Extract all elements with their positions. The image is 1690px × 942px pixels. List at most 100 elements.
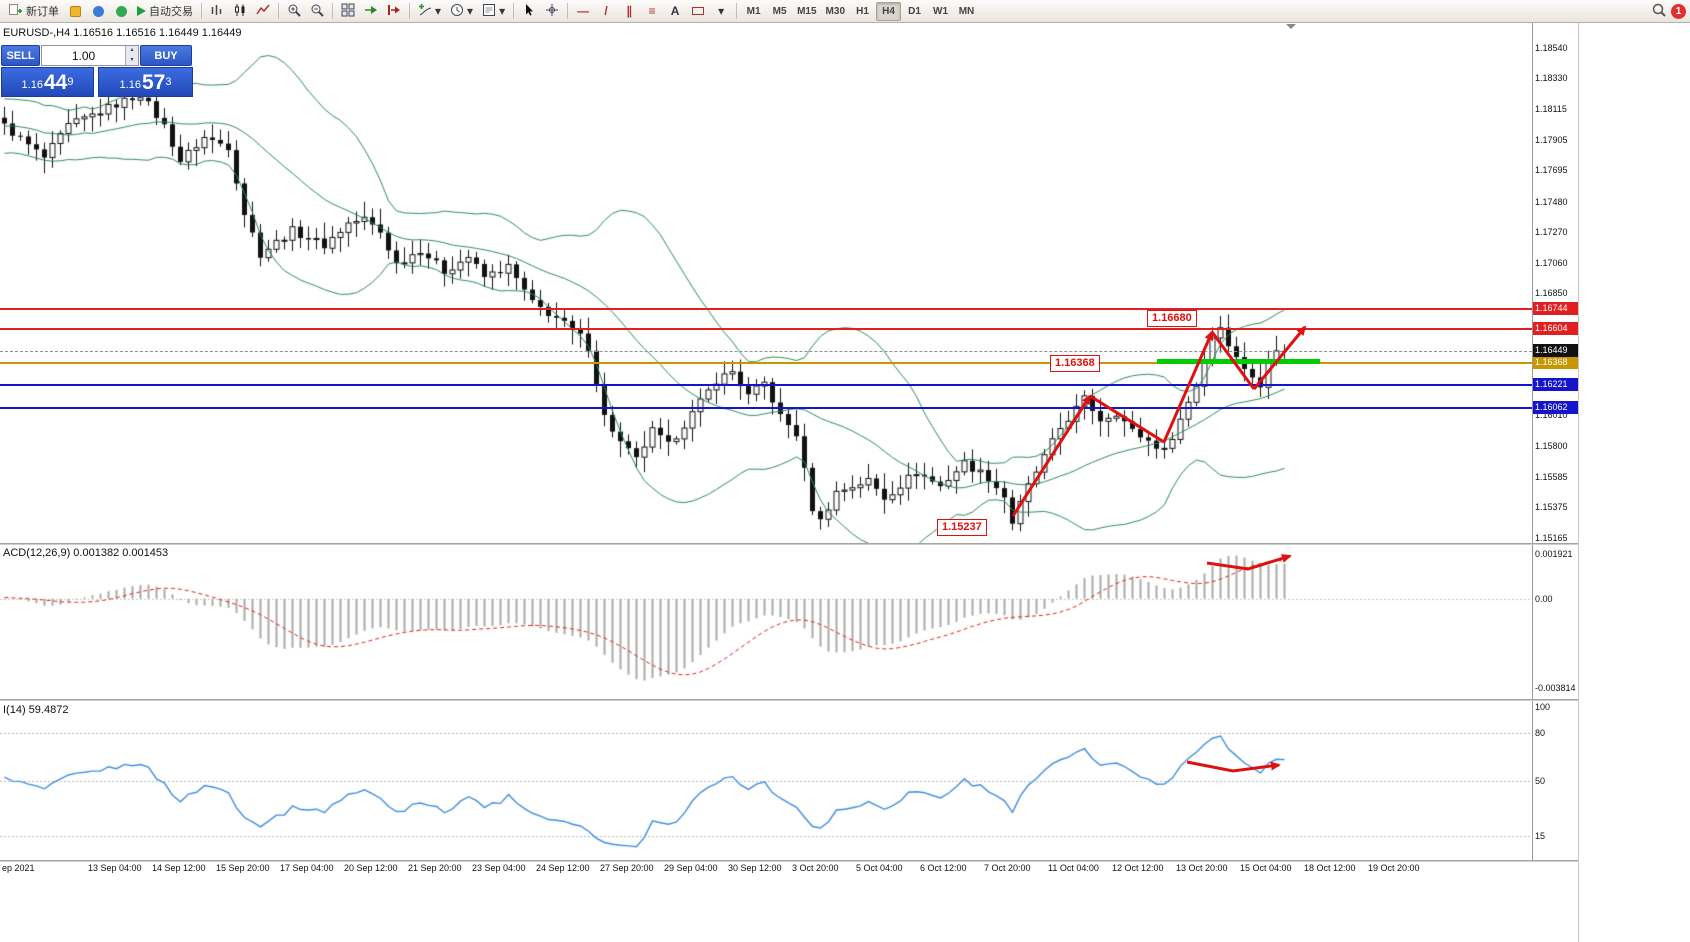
metaeditor-button[interactable] [64,2,86,21]
main-chart-canvas[interactable] [0,23,1532,543]
shapes-button[interactable]: ▾ [710,2,732,21]
rsi-header: I(14) 59.4872 [3,704,69,716]
indicators-icon [418,3,432,20]
macd-header: ACD(12,26,9) 0.001382 0.001453 [3,547,169,559]
periods-button[interactable]: ▾ [446,2,477,21]
market-button[interactable] [87,2,109,21]
new-order-icon [8,3,23,20]
toolbar-separator [567,3,569,19]
price-tick: 1.15375 [1535,502,1568,512]
timeframe-mn-button[interactable]: MN [958,5,975,17]
rsi-axis-label: 80 [1535,728,1546,738]
channel-icon: ∥ [626,4,633,18]
notifications-badge[interactable]: 1 [1671,3,1686,19]
timeframe-m30-button[interactable]: M30 [825,5,845,17]
line-chart-button[interactable] [252,2,274,21]
rsi-axis-label: 100 [1535,702,1551,712]
sell-price-display[interactable]: 1.16 44 9 [1,67,94,97]
rsi-axis[interactable]: 100 80 50 15 [1532,701,1578,860]
text-button[interactable]: A [664,2,686,21]
price-tick: 1.16010 [1535,410,1568,420]
signals-button[interactable] [110,2,132,21]
price-tick: 1.16850 [1535,288,1568,298]
volume-field[interactable]: 1.00 ▴ ▾ [41,45,139,66]
chart-window: 1.16680 1.16368 1.15237 EURUSD-,H4 1.16516… [0,23,1578,942]
buy-button[interactable]: BUY [140,45,192,66]
time-label: 13 Oct 20:00 [1176,863,1228,873]
time-label: 3 Oct 20:00 [792,863,839,873]
timeframe-m5-button[interactable]: M5 [772,5,787,17]
bar-chart-icon [210,3,224,20]
time-label: 15 Sep 20:00 [216,863,270,873]
chart-shift-icon [387,3,401,20]
time-label: 24 Sep 12:00 [536,863,590,873]
main-price-axis[interactable]: 1.18540 1.18330 1.18115 1.17905 1.17695 1.174… [1532,23,1578,543]
toolbar-separator [278,3,279,19]
timeframe-h1-button[interactable]: H1 [856,5,869,17]
zoom-in-button[interactable] [283,2,305,21]
macd-panel-separator[interactable] [0,543,1578,545]
rsi-axis-label: 50 [1535,776,1546,786]
trendline-button[interactable]: / [595,2,617,21]
one-click-controls-row: SELL 1.00 ▴ ▾ BUY [1,45,193,66]
right-gutter [1578,23,1690,942]
macd-axis-label: -0.003814 [1535,683,1576,693]
periods-clock-icon [450,3,464,20]
time-label: 11 Oct 04:00 [1048,863,1099,873]
price-tick: 1.17905 [1535,135,1568,145]
volume-up-button[interactable]: ▴ [126,46,138,56]
volume-stepper: ▴ ▾ [125,46,138,65]
time-label: 27 Sep 20:00 [600,863,654,873]
tile-windows-button[interactable] [337,2,359,21]
indicators-button[interactable]: ▾ [414,2,445,21]
rsi-canvas[interactable] [0,701,1532,860]
timeframe-w1-button[interactable]: W1 [933,5,948,17]
volume-down-button[interactable]: ▾ [126,55,138,65]
autotrading-label: 自动交易 [149,6,193,18]
templates-button[interactable]: ▾ [478,2,509,21]
signals-icon [115,5,127,17]
fibonacci-button[interactable]: ≡ [641,2,663,21]
chart-shift-button[interactable] [383,2,405,21]
rsi-panel-separator[interactable] [0,699,1578,701]
toolbar-separator [201,3,202,19]
timeframe-h4-button[interactable]: H4 [876,1,901,21]
toolbar-separator [736,3,738,19]
timeframe-m1-button[interactable]: M1 [746,5,761,17]
timeframe-d1-button[interactable]: D1 [908,5,921,17]
periods-dropdown-icon: ▾ [467,4,474,18]
indicators-dropdown-icon: ▾ [435,4,442,18]
zoom-out-button[interactable] [306,2,328,21]
channel-button[interactable]: ∥ [618,2,640,21]
candlestick-chart-button[interactable] [229,2,251,21]
chart-shift-marker[interactable] [1286,24,1296,34]
time-label: 12 Oct 12:00 [1112,863,1164,873]
new-order-button[interactable]: 新订单 [4,2,63,21]
price-tick: 1.17480 [1535,197,1568,207]
one-click-trading-panel: SELL 1.00 ▴ ▾ BUY 1.16 44 9 1.16 57 3 [1,45,193,97]
cursor-button[interactable] [518,2,540,21]
time-axis[interactable]: ep 2021 13 Sep 04:00 14 Sep 12:00 15 Sep 20… [0,860,1578,878]
bar-chart-button[interactable] [206,2,228,21]
macd-axis-label: 0.001921 [1535,549,1573,559]
macd-axis[interactable]: 0.001921 0.00 -0.003814 [1532,545,1578,699]
price-tick: 1.17270 [1535,227,1568,237]
label-button[interactable] [687,2,709,21]
horizontal-line-button[interactable]: — [572,2,594,21]
time-label: 30 Sep 12:00 [728,863,782,873]
time-label: 20 Sep 12:00 [344,863,398,873]
chart-ohlc-header: EURUSD-,H4 1.16516 1.16516 1.16449 1.164… [3,27,242,39]
time-label: 5 Oct 04:00 [856,863,903,873]
crosshair-button[interactable] [541,2,563,21]
label-icon [692,7,705,15]
time-label: 17 Sep 04:00 [280,863,334,873]
macd-canvas[interactable] [0,545,1532,699]
timeframe-m15-button[interactable]: M15 [797,5,817,17]
time-label: 13 Sep 04:00 [88,863,142,873]
buy-price-display[interactable]: 1.16 57 3 [98,67,193,97]
auto-scroll-button[interactable] [360,2,382,21]
time-label: 15 Oct 04:00 [1240,863,1292,873]
search-button[interactable] [1648,2,1670,21]
autotrading-button[interactable]: 自动交易 [133,2,197,21]
sell-button[interactable]: SELL [1,45,40,66]
